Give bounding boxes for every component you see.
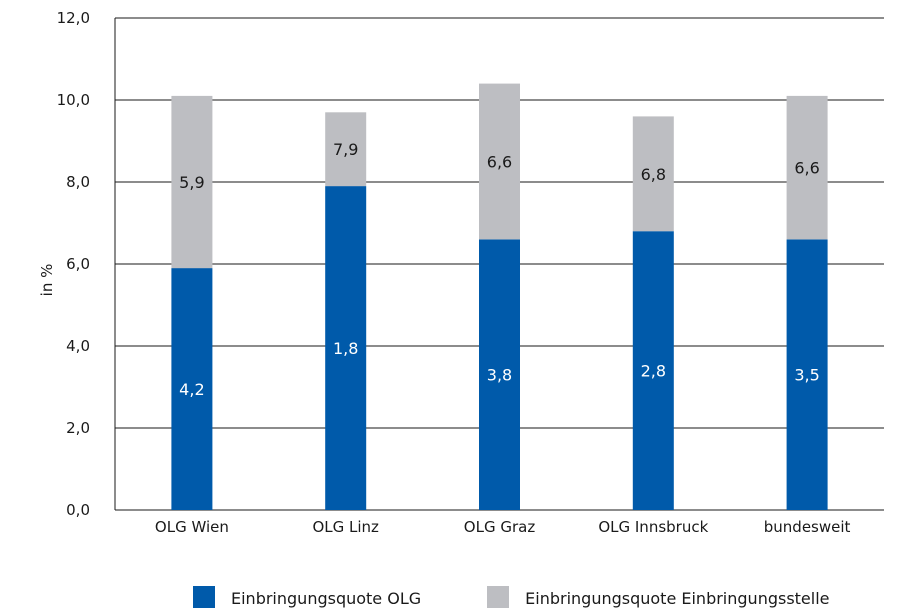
y-tick-label: 12,0 bbox=[57, 9, 90, 27]
x-tick-label: OLG Innsbruck bbox=[598, 518, 708, 536]
data-label: 6,6 bbox=[487, 153, 512, 172]
bar-segment-einbringungsstelle bbox=[479, 83, 520, 240]
data-label: 3,5 bbox=[794, 366, 819, 385]
y-tick-label: 2,0 bbox=[66, 419, 90, 437]
bar-segment-olg bbox=[325, 186, 367, 510]
data-label: 2,8 bbox=[641, 362, 666, 381]
x-tick-label: OLG Linz bbox=[312, 518, 379, 536]
y-tick-label: 6,0 bbox=[66, 255, 90, 273]
bar-segment-einbringungsstelle bbox=[171, 95, 213, 269]
x-axis: OLG Wien OLG Linz OLG Graz OLG Innsbruck bun… bbox=[115, 509, 884, 536]
y-tick-label: 4,0 bbox=[66, 337, 90, 355]
bar-segment-olg bbox=[479, 239, 520, 510]
legend-label-olg: Einbringungsquote OLG bbox=[231, 589, 422, 608]
x-tick-label: OLG Wien bbox=[155, 518, 229, 536]
bar-segment-einbringungsstelle bbox=[632, 116, 674, 232]
data-label: 5,9 bbox=[179, 173, 204, 192]
data-label: 6,6 bbox=[794, 159, 819, 178]
bars bbox=[171, 83, 828, 510]
data-label: 1,8 bbox=[333, 339, 358, 358]
x-tick-label: OLG Graz bbox=[464, 518, 536, 536]
data-label: 7,9 bbox=[333, 140, 358, 159]
bar-segment-olg bbox=[786, 239, 828, 510]
legend-swatch-einbringungsstelle bbox=[487, 586, 510, 608]
data-label: 3,8 bbox=[487, 366, 512, 385]
y-tick-label: 10,0 bbox=[57, 91, 90, 109]
data-labels: 4,2 5,9 1,8 7,9 3,8 6,6 2,8 6,8 3,5 6,6 bbox=[179, 140, 820, 399]
y-axis-label: in % bbox=[38, 264, 56, 297]
bar-segment-olg bbox=[632, 231, 674, 510]
legend-label-einbringungsstelle: Einbringungsquote Einbringungsstelle bbox=[525, 589, 830, 608]
y-tick-label: 8,0 bbox=[66, 173, 90, 191]
y-tick-label: 0,0 bbox=[66, 501, 90, 519]
y-axis: 0,0 2,0 4,0 6,0 8,0 10,0 12,0 bbox=[57, 9, 116, 519]
legend: Einbringungsquote OLG Einbringungsquote … bbox=[193, 586, 830, 608]
x-tick-label: bundesweit bbox=[764, 518, 851, 536]
bar-segment-einbringungsstelle bbox=[786, 95, 828, 240]
legend-swatch-olg bbox=[193, 586, 215, 608]
data-label: 6,8 bbox=[641, 165, 666, 184]
bar-segment-einbringungsstelle bbox=[325, 112, 367, 187]
data-label: 4,2 bbox=[179, 380, 204, 399]
bar-segment-olg bbox=[171, 268, 213, 510]
